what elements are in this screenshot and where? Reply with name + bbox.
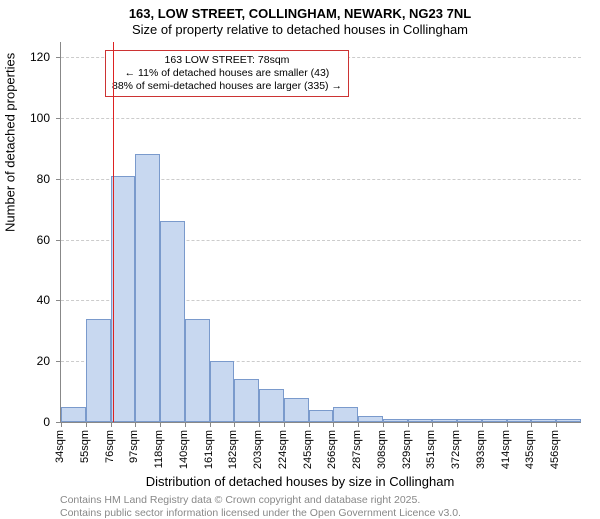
x-tick-label: 266sqm	[326, 430, 338, 469]
y-tick-mark	[56, 57, 61, 58]
histogram-bar	[556, 419, 581, 422]
y-tick-label: 100	[0, 111, 50, 125]
histogram-bar	[408, 419, 433, 422]
x-tick-label: 161sqm	[203, 430, 215, 469]
histogram-bar	[457, 419, 482, 422]
histogram-bar	[259, 389, 284, 422]
x-tick-mark	[556, 422, 557, 427]
x-tick-mark	[160, 422, 161, 427]
x-tick-label: 245sqm	[302, 430, 314, 469]
y-tick-mark	[56, 118, 61, 119]
x-axis-label: Distribution of detached houses by size …	[0, 474, 600, 489]
x-tick-label: 97sqm	[128, 430, 140, 463]
x-tick-label: 414sqm	[500, 430, 512, 469]
annotation-line3: 88% of semi-detached houses are larger (…	[112, 80, 342, 93]
x-tick-mark	[432, 422, 433, 427]
y-tick-mark	[56, 240, 61, 241]
x-tick-mark	[333, 422, 334, 427]
x-tick-label: 76sqm	[104, 430, 116, 463]
x-tick-mark	[457, 422, 458, 427]
footer-attribution-1: Contains HM Land Registry data © Crown c…	[60, 494, 420, 506]
histogram-bar	[185, 319, 210, 422]
x-tick-label: 372sqm	[450, 430, 462, 469]
x-tick-mark	[185, 422, 186, 427]
y-tick-label: 0	[0, 415, 50, 429]
plot-area: 163 LOW STREET: 78sqm ← 11% of detached …	[60, 42, 581, 423]
x-tick-mark	[482, 422, 483, 427]
x-tick-mark	[86, 422, 87, 427]
reference-line	[113, 42, 114, 422]
x-tick-label: 393sqm	[475, 430, 487, 469]
gridline	[61, 118, 581, 119]
x-tick-mark	[408, 422, 409, 427]
y-tick-label: 120	[0, 50, 50, 64]
histogram-bar	[432, 419, 457, 422]
x-tick-label: 329sqm	[401, 430, 413, 469]
x-tick-label: 182sqm	[227, 430, 239, 469]
histogram-bar	[210, 361, 235, 422]
y-tick-label: 80	[0, 172, 50, 186]
x-tick-mark	[111, 422, 112, 427]
x-tick-label: 456sqm	[549, 430, 561, 469]
y-tick-mark	[56, 361, 61, 362]
x-tick-label: 140sqm	[178, 430, 190, 469]
x-tick-label: 308sqm	[376, 430, 388, 469]
chart-title-line2: Size of property relative to detached ho…	[0, 22, 600, 37]
y-tick-label: 60	[0, 233, 50, 247]
x-tick-mark	[210, 422, 211, 427]
x-tick-mark	[507, 422, 508, 427]
x-tick-mark	[358, 422, 359, 427]
annotation-box: 163 LOW STREET: 78sqm ← 11% of detached …	[105, 50, 349, 97]
histogram-bar	[284, 398, 309, 422]
histogram-bar	[135, 154, 160, 422]
x-tick-mark	[284, 422, 285, 427]
chart-container: 163, LOW STREET, COLLINGHAM, NEWARK, NG2…	[0, 0, 600, 500]
y-tick-label: 40	[0, 293, 50, 307]
x-tick-label: 287sqm	[351, 430, 363, 469]
y-tick-mark	[56, 179, 61, 180]
histogram-bar	[234, 379, 259, 422]
x-tick-mark	[234, 422, 235, 427]
histogram-bar	[482, 419, 507, 422]
histogram-bar	[61, 407, 86, 422]
x-tick-label: 34sqm	[54, 430, 66, 463]
annotation-line2: ← 11% of detached houses are smaller (43…	[112, 67, 342, 80]
x-tick-mark	[309, 422, 310, 427]
histogram-bar	[111, 176, 136, 422]
x-tick-mark	[61, 422, 62, 427]
histogram-bar	[383, 419, 408, 422]
histogram-bar	[333, 407, 358, 422]
x-tick-mark	[259, 422, 260, 427]
y-tick-label: 20	[0, 354, 50, 368]
histogram-bar	[160, 221, 185, 422]
chart-title-line1: 163, LOW STREET, COLLINGHAM, NEWARK, NG2…	[0, 6, 600, 21]
x-tick-label: 55sqm	[79, 430, 91, 463]
x-tick-mark	[531, 422, 532, 427]
footer-attribution-2: Contains public sector information licen…	[60, 507, 461, 519]
x-tick-mark	[383, 422, 384, 427]
x-tick-mark	[135, 422, 136, 427]
x-tick-label: 203sqm	[252, 430, 264, 469]
x-tick-label: 224sqm	[277, 430, 289, 469]
y-tick-mark	[56, 300, 61, 301]
x-tick-label: 351sqm	[425, 430, 437, 469]
histogram-bar	[86, 319, 111, 422]
histogram-bar	[358, 416, 383, 422]
x-tick-label: 118sqm	[153, 430, 165, 468]
y-axis-label: Number of detached properties	[3, 53, 18, 232]
annotation-line1: 163 LOW STREET: 78sqm	[112, 54, 342, 67]
histogram-bar	[507, 419, 532, 422]
x-tick-label: 435sqm	[524, 430, 536, 469]
histogram-bar	[309, 410, 334, 422]
histogram-bar	[531, 419, 556, 422]
